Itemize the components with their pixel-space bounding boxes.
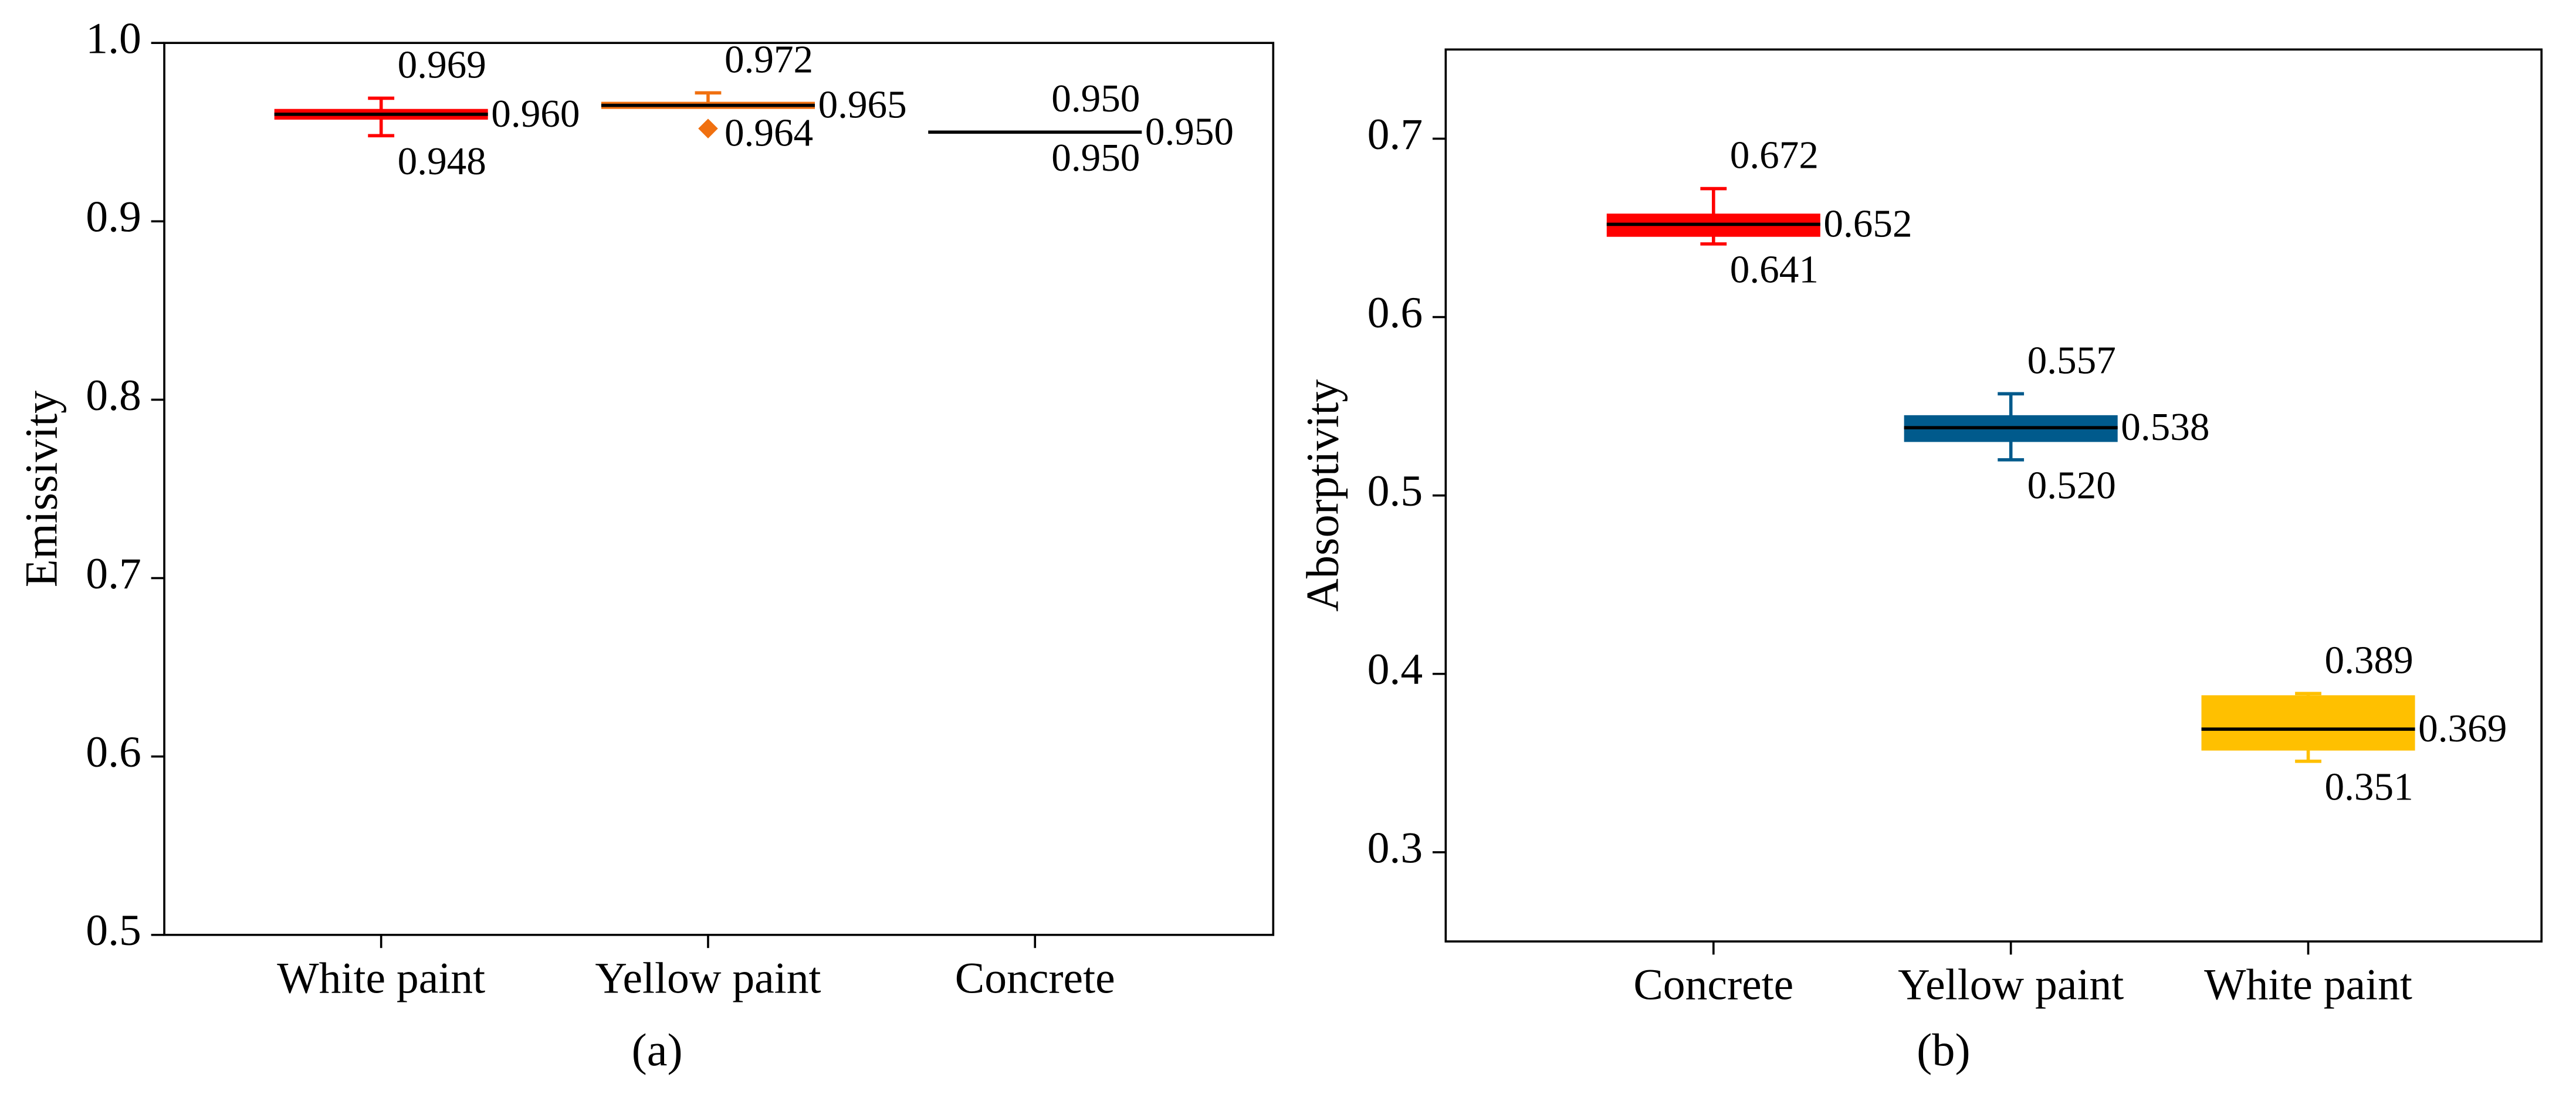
mean-label: 0.369	[2418, 706, 2507, 750]
y-tick-label: 0.6	[1367, 289, 1423, 337]
x-tick-label: Concrete	[1633, 961, 1793, 1009]
max-label: 0.950	[1051, 76, 1140, 120]
max-label: 0.389	[2325, 638, 2413, 682]
caption: (a)	[632, 1024, 683, 1075]
min-label: 0.351	[2325, 765, 2413, 809]
x-tick-label: White paint	[277, 954, 485, 1002]
x-tick-label: Yellow paint	[1898, 961, 2124, 1009]
max-label: 0.972	[725, 37, 813, 81]
min-label: 0.641	[1730, 248, 1819, 292]
mean-label: 0.960	[491, 92, 580, 135]
y-tick-label: 1.0	[86, 15, 141, 63]
y-tick-label: 0.3	[1367, 824, 1423, 872]
y-axis-label: Emissivity	[15, 391, 66, 587]
mean-label: 0.965	[818, 83, 907, 127]
y-tick-label: 0.5	[86, 906, 141, 955]
max-label: 0.672	[1730, 133, 1819, 177]
y-tick-label: 0.7	[1367, 110, 1423, 159]
max-label: 0.969	[398, 42, 486, 86]
x-tick-label: Concrete	[955, 954, 1115, 1002]
y-axis-label: Absorptivity	[1297, 379, 1348, 611]
y-tick-label: 0.9	[86, 193, 141, 242]
mean-label: 0.538	[2121, 405, 2209, 449]
min-label: 0.964	[725, 110, 813, 154]
mean-label: 0.652	[1823, 201, 1912, 245]
caption: (b)	[1917, 1024, 1970, 1075]
min-label: 0.520	[2027, 463, 2116, 507]
min-label: 0.950	[1051, 135, 1140, 179]
outlier	[698, 118, 718, 138]
y-tick-label: 0.7	[86, 550, 141, 598]
x-tick-label: Yellow paint	[595, 954, 821, 1002]
y-tick-label: 0.4	[1367, 645, 1423, 694]
plot-frame	[163, 42, 1275, 936]
x-tick-label: White paint	[2204, 961, 2412, 1009]
y-tick-label: 0.6	[86, 728, 141, 777]
max-label: 0.557	[2027, 338, 2116, 382]
y-tick-label: 0.5	[1367, 467, 1423, 516]
y-tick-label: 0.8	[86, 371, 141, 420]
mean-label: 0.950	[1145, 109, 1234, 153]
min-label: 0.948	[398, 139, 486, 183]
